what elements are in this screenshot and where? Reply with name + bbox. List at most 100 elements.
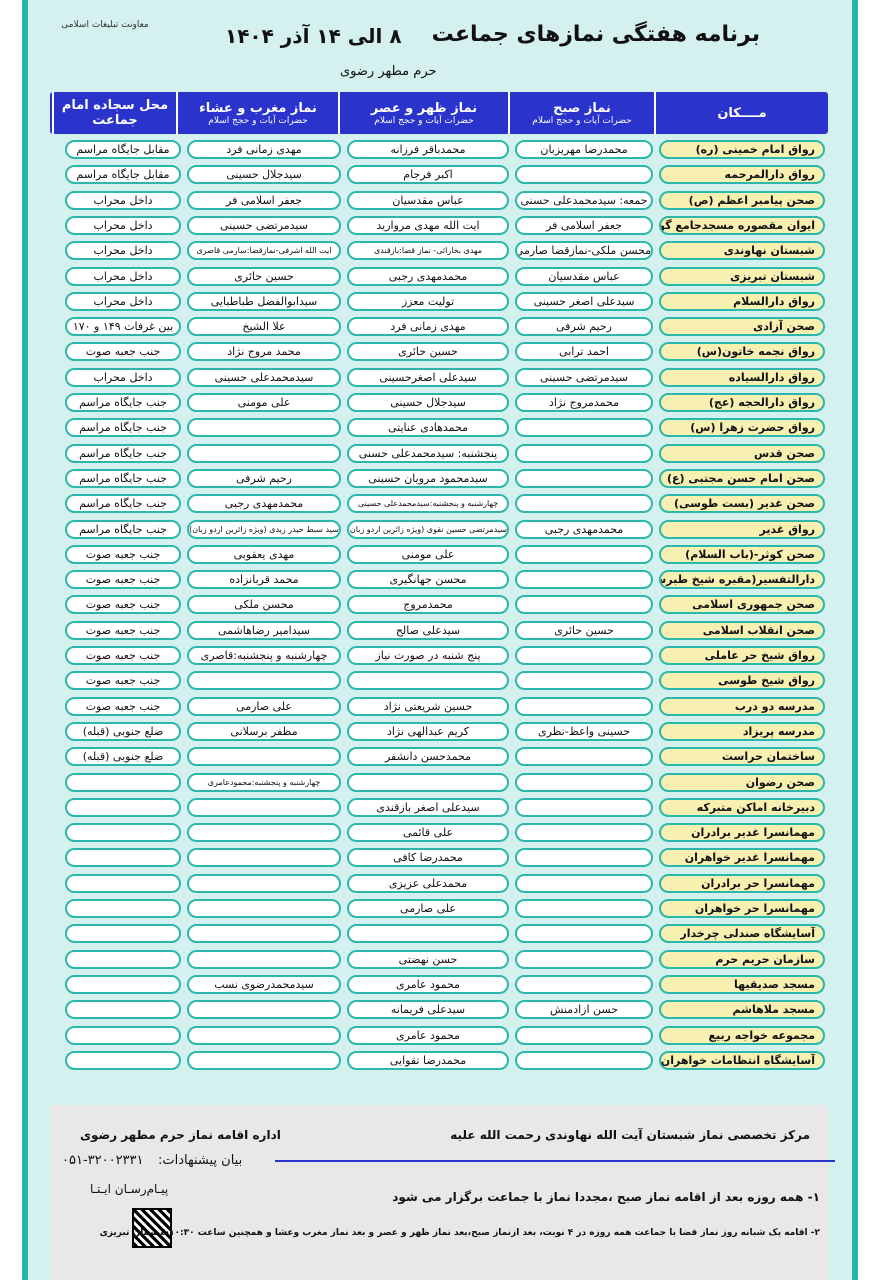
date: ۸ الی ۱۴ آذر ۱۴۰۴ [225,24,402,48]
cell [65,974,181,994]
cell: سیدجلال حسینی [347,393,509,412]
cell: محمدمهدی رجبی [515,519,653,539]
cell: حسن نهضتی [347,949,509,969]
place-cell: صحن کوثر-(باب السلام) [659,544,825,564]
cell: علی قائمی [347,823,509,843]
place-cell: صحن امام حسن مجتبی (ع) [659,468,825,488]
place-cell: مسجد صدیقیها [659,974,825,994]
cell: سید سبط حیدر زیدی (ویژه زائرین اردو زبان… [187,519,341,539]
cell: محمدرضا مهریزبان [515,140,653,159]
cell: جعفر اسلامی فر [187,190,341,210]
table-row: آسایشگاه انتظامات خواهران باب الکاظم محمد… [50,1050,828,1070]
place-cell: صحن رضوان [659,772,825,792]
cell: جنب جعبه صوت [65,595,181,615]
place-cell: رواق شیخ حر عاملی [659,646,825,665]
center: مرکز تخصصی نماز شبستان آیت الله نهاوندی … [450,1128,810,1142]
cell: ضلع جنوبی (قبله) [65,721,181,741]
cell: جنب جعبه صوت [65,342,181,362]
cell: کریم عبدالهی نژاد [347,721,509,741]
place-cell: رواق حضرت زهرا (س) [659,418,825,438]
cell [65,924,181,944]
cell: داخل محراب [65,367,181,387]
table-row: مدرسه دو درب حسین شریعتی نژاد علی صارمی جنب… [50,696,828,716]
phone: ۰۵۱-۳۲۰۰۲۳۳۱ [62,1153,144,1168]
cell [65,1025,181,1045]
place-cell: رواق دارالسلام [659,291,825,311]
place-cell: ساختمان حراست [659,747,825,767]
place-cell: مهمانسرا حر خواهران [659,899,825,918]
cell: داخل محراب [65,266,181,286]
cell: مقابل جایگاه مراسم [65,140,181,159]
cell: محمدهادی عنایتی [347,418,509,438]
table-row: شبستان نهاوندی محسن ملکی-نمازقضا صارمی مهد… [50,241,828,261]
cell: محمدرضا تقوایی [347,1050,509,1070]
cell [65,772,181,792]
place-cell: مهمانسرا حر برادران [659,873,825,893]
cell [65,1000,181,1020]
cell: مقابل جایگاه مراسم [65,165,181,185]
table-row: رواق حضرت زهرا (س) محمدهادی عنایتی جنب جای… [50,418,828,438]
cell: محمود عامری [347,974,509,994]
table-header: مــــکان نماز صبح حضرات آیات و حجج اسلام نم… [50,92,828,134]
cell: عباس مقدسیان [347,190,509,210]
column-title: نماز ظهر و عصر [370,100,478,116]
cell: حسن ازادمنش [515,1000,653,1020]
table-row: مهمانسرا حر خواهران علی صارمی [50,899,828,918]
cell [187,949,341,969]
cell: جنب جعبه صوت [65,544,181,564]
column-title: محل سجاده امام جماعت [61,98,169,128]
cell [515,696,653,716]
cell: سیدعلی اصغر بازقندی [347,797,509,817]
divider [275,1160,835,1162]
cell [515,772,653,792]
cell: علی مومنی [347,544,509,564]
cell: حسین شریعتی نژاد [347,696,509,716]
cell [515,797,653,817]
table-row: صحن پیامبر اعظم (ص) جمعه: سیدمحمدعلی حسنی… [50,190,828,210]
cell: مهدی زمانی فرد [347,317,509,337]
cell [187,899,341,918]
cell [515,924,653,944]
cell: عباس مقدسیان [515,266,653,286]
cell [515,646,653,665]
table-row: رواق دارالحجه (عج) محمدمروج نژاد سیدجلال ح… [50,393,828,412]
cell: داخل محراب [65,291,181,311]
table-row: رواق امام خمینی (ره) محمدرضا مهریزبان محمد… [50,140,828,159]
table-row: مسجد صدیقیها محمود عامری سیدمحمدرضوی نسب [50,974,828,994]
cell: محمدمهدی رجبی [187,494,341,514]
cell: حسین حائری [187,266,341,286]
cell: چهارشنبه و پنجشنبه:قاصری [187,646,341,665]
cell: محمدعلی عزیزی [347,873,509,893]
place-cell: مدرسه پریزاد [659,721,825,741]
place-cell: رواق دارالسیاده [659,367,825,387]
cell: پنجشنبه: سیدمحمدعلی حسنی [347,443,509,463]
column-header: مــــکان [654,92,828,134]
cell [515,671,653,691]
cell: محمدمروج نژاد [515,393,653,412]
column-subtitle: حضرات آیات و حجج اسلام [208,115,308,126]
cell [187,823,341,843]
table-row: رواق دارالسلام سیدعلی اصغر حسینی تولیت معز… [50,291,828,311]
cell: محمود عامری [347,1025,509,1045]
cell [187,1000,341,1020]
cell: مهدی زمانی فرد [187,140,341,159]
place-cell: صحن قدس [659,443,825,463]
cell: جنب جعبه صوت [65,671,181,691]
cell: محسن ملکی [187,595,341,615]
cell: سیدمحمدعلی حسینی [187,367,341,387]
place-cell: صحن آزادی [659,317,825,337]
table-row: دبیرخانه اماکن متبرکه سیدعلی اصغر بازقندی [50,797,828,817]
column-header: نماز مغرب و عشاء حضرات آیات و حجج اسلام [176,92,338,134]
cell [515,595,653,615]
table-row: آسایشگاه صندلی چرخدار [50,924,828,944]
cell [515,468,653,488]
cell [515,747,653,767]
table-row: مهمانسرا حر برادران محمدعلی عزیزی [50,873,828,893]
cell: سیدمرتضی حسین نقوی (ویژه زائرین اردو زبا… [347,519,509,539]
cell: محمد قربانزاده [187,570,341,590]
place-cell: شبستان تبریزی [659,266,825,286]
table-row: صحن امام حسن مجتبی (ع) سیدمحمود مرویان حس… [50,468,828,488]
place-cell: رواق دارالمرحمه [659,165,825,185]
cell [65,1050,181,1070]
cell [515,949,653,969]
